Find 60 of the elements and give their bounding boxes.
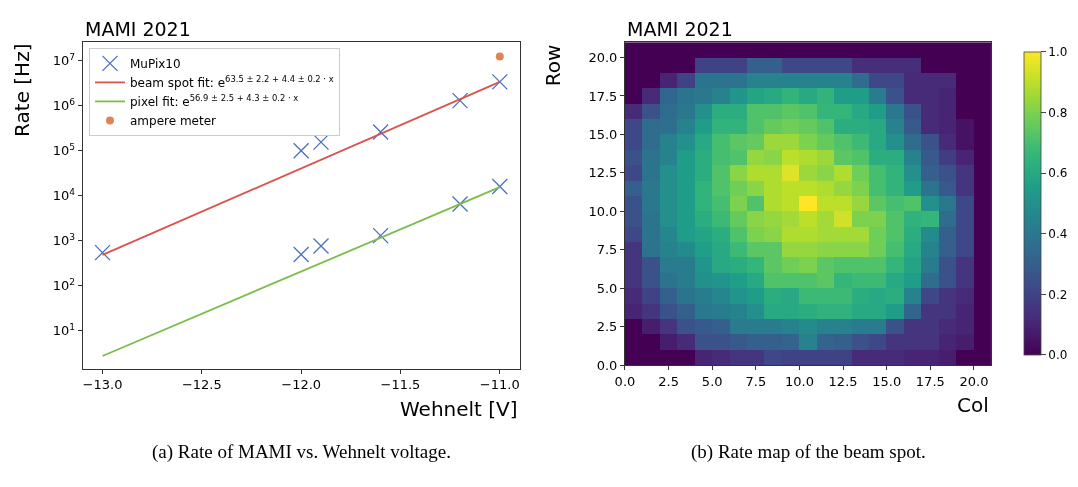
point	[312, 133, 330, 151]
legend-label: MuPix10	[129, 57, 181, 72]
y-tick-label: 10$^{1}$	[52, 321, 76, 338]
x-tick-label: −11.5	[380, 377, 421, 393]
y-tick-label: 10$^{6}$	[52, 96, 76, 114]
y-tick-label: 15.0	[588, 126, 618, 142]
point	[293, 246, 310, 263]
y-tick-label: 12.5	[588, 165, 618, 181]
x-tick-label: −11.0	[479, 377, 520, 393]
point	[372, 123, 389, 141]
y-axis-title: Row	[540, 44, 565, 87]
x-tick-label: −13.0	[82, 377, 123, 393]
x-tick-label: 15.0	[872, 373, 902, 389]
x-tick-label: 20.0	[959, 373, 989, 389]
chart-title: MAMI 2021	[85, 18, 191, 40]
legend-label: pixel fit: e$^{56.9 ± 2.5 + 4.3 ± 0.2 · x}$	[129, 93, 299, 110]
point	[451, 92, 469, 109]
x-tick-label: 5.0	[701, 373, 723, 389]
point	[451, 195, 469, 213]
y-tick-label: 20.0	[588, 50, 618, 66]
x-tick-label: 10.0	[784, 373, 814, 389]
x-tick-label: 12.5	[828, 373, 858, 389]
color-bar-label: 0.2	[1048, 287, 1068, 302]
y-tick-label: 5.0	[596, 280, 618, 296]
color-bar-label: 0.4	[1048, 227, 1068, 241]
x-tick-label: 2.5	[658, 373, 679, 389]
x-tick-label: −12.5	[181, 377, 222, 393]
color-bar-label: 0.6	[1048, 166, 1068, 181]
x-tick-label: 0.0	[614, 373, 636, 389]
x-axis-title: Wehnelt [V]	[400, 397, 518, 421]
y-tick-label: 10$^{3}$	[52, 231, 76, 249]
y-tick-label: 10$^{7}$	[52, 51, 76, 69]
y-tick-label: 10$^{5}$	[52, 141, 76, 159]
y-tick-label: 0.0	[596, 357, 618, 373]
legend-label: ampere meter	[129, 114, 217, 129]
x-tick-label: −12.0	[281, 377, 322, 393]
x-tick-label: 17.5	[915, 373, 945, 389]
color-bar-label: 0.0	[1048, 348, 1068, 363]
legend-label: beam spot fit: e$^{63.5 ± 2.2 + 4.4 ± 0.2 · x}$	[129, 74, 334, 91]
point	[312, 237, 330, 255]
chart-title: MAMI 2021	[627, 18, 733, 40]
y-tick-label: 10$^{4}$	[52, 186, 76, 204]
x-axis-title: Col	[957, 393, 989, 417]
text: (a) Rate of MAMI vs. Wehnelt voltage.	[152, 441, 451, 463]
point	[495, 52, 504, 61]
y-tick-label: 10.0	[588, 203, 618, 219]
point	[491, 73, 508, 91]
y-tick-label: 2.5	[596, 319, 618, 335]
point	[372, 227, 389, 244]
y-tick-label: 7.5	[596, 242, 618, 258]
y-tick-label: 17.5	[588, 88, 618, 104]
color-bar-label: 1.0	[1048, 45, 1068, 60]
y-axis-title: Rate [Hz]	[9, 43, 34, 137]
point	[293, 142, 310, 159]
x-tick-label: 7.5	[745, 373, 767, 389]
point	[491, 178, 508, 195]
color-bar-label: 0.8	[1048, 105, 1068, 120]
y-tick-label: 10$^{2}$	[52, 276, 76, 294]
text: (b) Rate map of the beam spot.	[691, 441, 926, 463]
point	[94, 244, 111, 261]
